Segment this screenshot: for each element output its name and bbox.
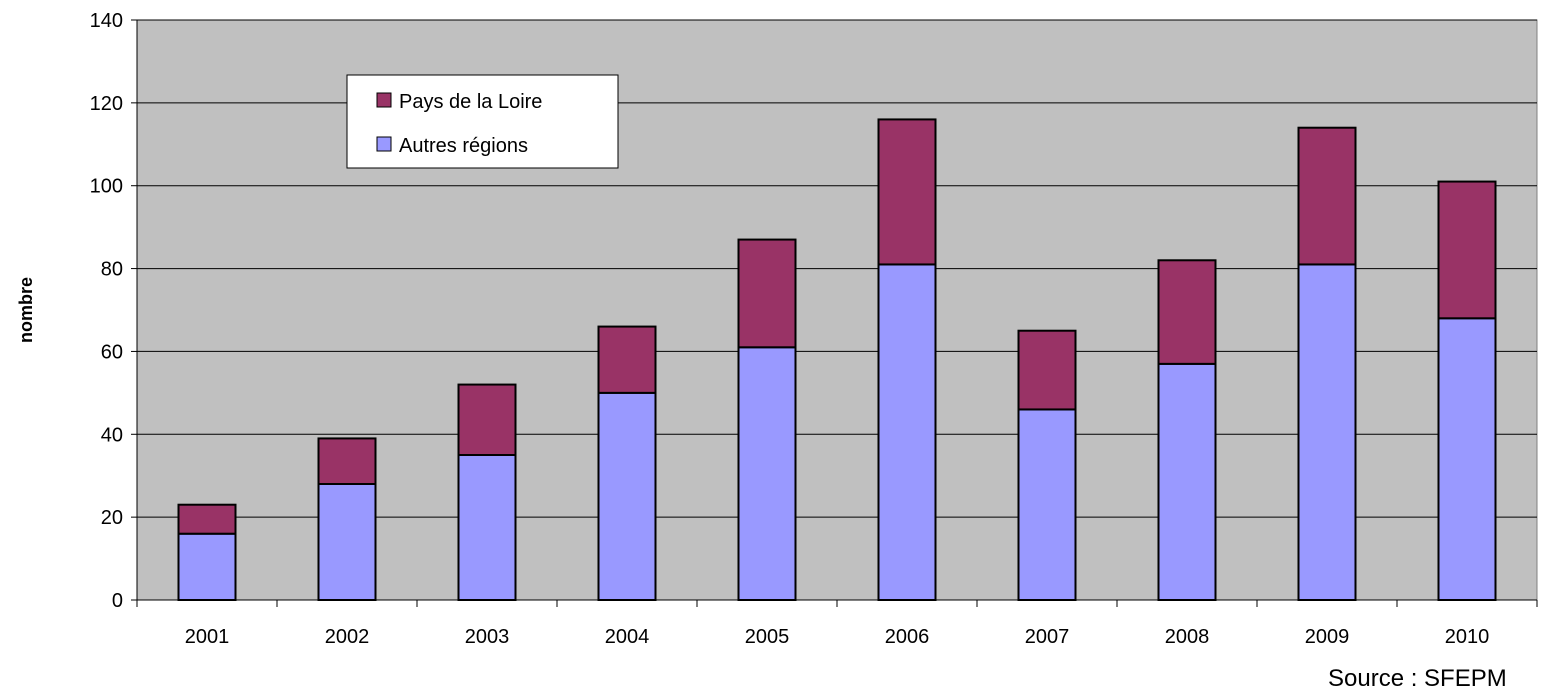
y-axis-label: nombre	[16, 277, 36, 343]
bar-pays-de-la-loire-2006	[877, 118, 937, 266]
bar-pays-de-la-loire-2007	[1017, 329, 1077, 411]
bar-autres-regions-2002	[317, 483, 377, 601]
source-note: Source : SFEPM	[1328, 665, 1507, 691]
x-tick-labels: 2001 2002 2003 2004 2005 2006 2007 2008 2009 2010	[185, 626, 1490, 648]
legend-swatch-autres-regions	[376, 136, 392, 152]
bar-pays-de-la-loire-2002	[317, 437, 377, 485]
bar-pays-de-la-loire-2009	[1297, 126, 1357, 266]
bar-pays-de-la-loire-2004	[597, 325, 657, 394]
y-tick-labels: 0 20 40 60 80 100 120 140	[90, 10, 123, 612]
y-tick-label: 140	[90, 10, 123, 32]
bar-pays-de-la-loire-2003	[457, 383, 517, 457]
legend-box	[346, 74, 619, 169]
bar-autres-regions-2003	[457, 454, 517, 601]
x-tick-label: 2009	[1305, 626, 1350, 648]
legend-label-autres-regions: Autres régions	[399, 135, 528, 157]
legend-label-pays-de-la-loire: Pays de la Loire	[399, 91, 542, 113]
y-tick-label: 0	[112, 590, 123, 612]
bar-autres-regions-2008	[1157, 362, 1217, 601]
legend: Pays de la Loire Autres régions	[346, 74, 619, 169]
legend-swatch-pays-de-la-loire	[376, 92, 392, 108]
x-tick-label: 2001	[185, 626, 230, 648]
x-tick-label: 2004	[605, 626, 650, 648]
x-tick-label: 2003	[465, 626, 510, 648]
y-tick-label: 80	[101, 259, 123, 281]
y-tick-label: 60	[101, 341, 123, 363]
y-tick-label: 100	[90, 176, 123, 198]
bar-autres-regions-2001	[177, 532, 237, 602]
bar-pays-de-la-loire-2008	[1157, 259, 1217, 365]
y-tick-label: 120	[90, 93, 123, 115]
x-tick-label: 2010	[1445, 626, 1490, 648]
bar-autres-regions-2005	[737, 346, 797, 601]
x-tick-label: 2007	[1025, 626, 1070, 648]
bar-autres-regions-2004	[597, 391, 657, 601]
y-tick-label: 40	[101, 424, 123, 446]
bar-pays-de-la-loire-2010	[1437, 180, 1497, 320]
x-tick-label: 2005	[745, 626, 790, 648]
bar-autres-regions-2007	[1017, 408, 1077, 601]
x-tick-label: 2002	[325, 626, 370, 648]
bar-autres-regions-2009	[1297, 263, 1357, 601]
bar-pays-de-la-loire-2005	[737, 238, 797, 349]
bars	[177, 118, 1497, 602]
y-tick-label: 20	[101, 507, 123, 529]
x-tick-label: 2008	[1165, 626, 1210, 648]
x-tick-label: 2006	[885, 626, 930, 648]
bar-autres-regions-2010	[1437, 317, 1497, 601]
bar-pays-de-la-loire-2001	[177, 503, 237, 535]
bar-autres-regions-2006	[877, 263, 937, 601]
axes	[131, 19, 1538, 607]
